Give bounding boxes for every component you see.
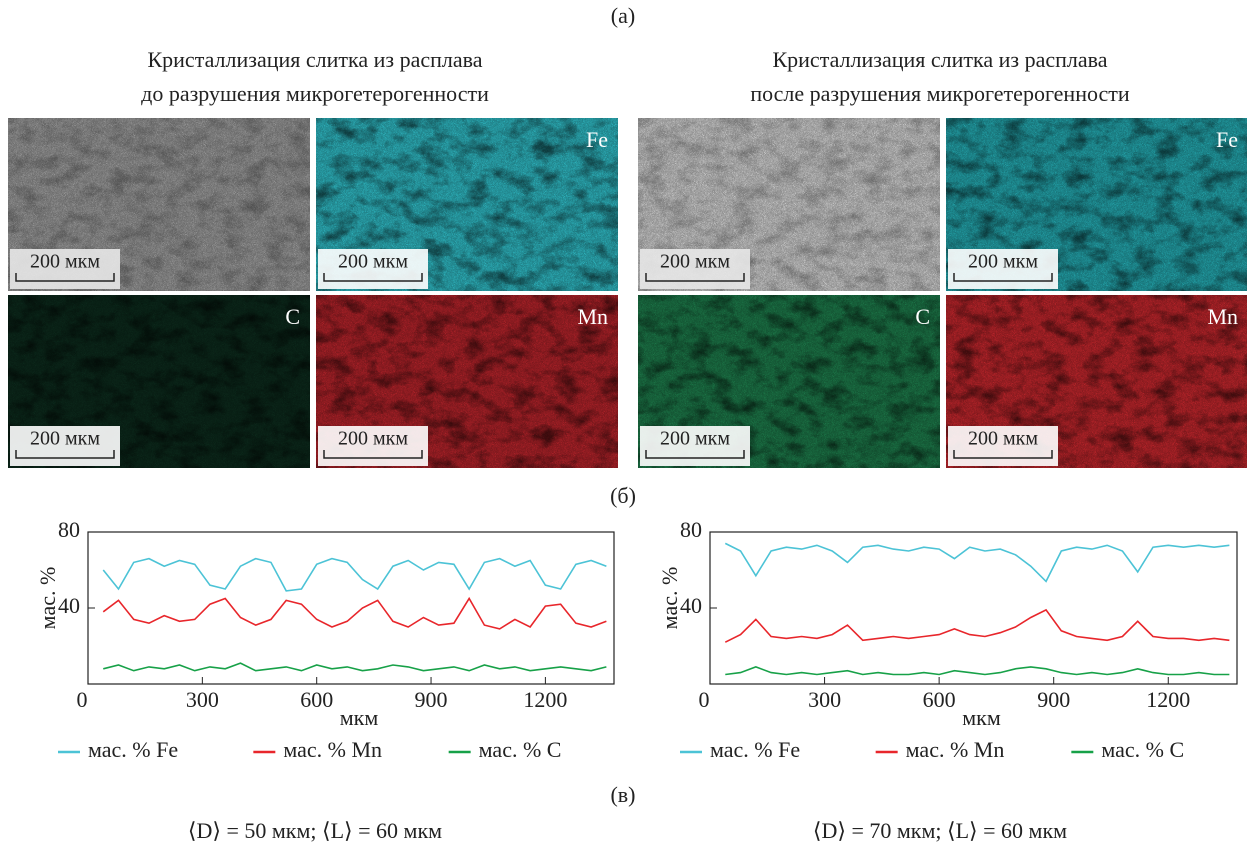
scale-label: 200 мкм	[338, 251, 408, 273]
y-axis-label: мас. %	[657, 567, 682, 630]
figure: (а) (б) (в) ⟨D⟩ = 50 мкм; ⟨L⟩ = 60 мкм ⟨…	[0, 0, 1247, 848]
element-label: Mn	[1207, 304, 1238, 329]
plot-frame	[88, 532, 614, 684]
micrograph: 200 мкм C	[8, 295, 310, 468]
figure-label: (а)	[611, 3, 635, 28]
x-tick-label: 0	[699, 687, 710, 712]
x-tick-label: 1200	[1146, 687, 1190, 712]
data-line	[103, 599, 606, 629]
micrograph: 200 мкм	[638, 118, 940, 291]
x-tick-label: 600	[923, 687, 956, 712]
scale-label: 200 мкм	[660, 428, 730, 450]
data-line	[103, 559, 606, 591]
micrograph: 200 мкм	[8, 118, 310, 291]
legend-label: мас. % C	[1101, 737, 1184, 762]
micrograph: 200 мкм C	[638, 295, 940, 468]
y-tick-label: 80	[58, 517, 80, 542]
micrograph: 200 мкм Mn	[316, 295, 618, 468]
panel-title: до разрушения микрогетерогенности	[141, 81, 489, 106]
x-tick-label: 300	[186, 687, 219, 712]
element-label: C	[915, 304, 930, 329]
data-line	[725, 610, 1229, 642]
x-tick-label: 900	[1037, 687, 1070, 712]
element-label: C	[285, 304, 300, 329]
panel-title: Кристаллизация слитка из расплава	[147, 47, 482, 72]
scale-label: 200 мкм	[660, 251, 730, 273]
data-line	[103, 663, 606, 671]
x-tick-label: 600	[300, 687, 333, 712]
legend-label: мас. % Fe	[710, 737, 800, 762]
legend-label: мас. % Mn	[283, 737, 382, 762]
summary: ⟨D⟩ = 70 мкм; ⟨L⟩ = 60 мкм	[813, 818, 1067, 843]
micrograph: 200 мкм Fe	[946, 118, 1247, 291]
scale-label: 200 мкм	[968, 428, 1038, 450]
scale-label: 200 мкм	[968, 251, 1038, 273]
element-label: Fe	[1216, 127, 1238, 152]
x-tick-label: 300	[808, 687, 841, 712]
legend-label: мас. % Mn	[906, 737, 1005, 762]
x-axis-label: мкм	[962, 705, 1001, 730]
scale-label: 200 мкм	[338, 428, 408, 450]
legend-label: мас. % Fe	[88, 737, 178, 762]
x-axis-label: мкм	[340, 705, 379, 730]
micrograph: 200 мкм Fe	[316, 118, 618, 291]
data-line	[725, 667, 1229, 675]
y-tick-label: 40	[680, 593, 702, 618]
legend-label: мас. % C	[479, 737, 562, 762]
y-tick-label: 40	[58, 593, 80, 618]
scale-label: 200 мкм	[30, 428, 100, 450]
y-tick-label: 80	[680, 517, 702, 542]
x-tick-label: 900	[415, 687, 448, 712]
y-axis-label: мас. %	[35, 567, 60, 630]
figure-label: (в)	[610, 782, 635, 807]
element-label: Fe	[586, 127, 608, 152]
panel-title: Кристаллизация слитка из расплава	[772, 47, 1107, 72]
scale-label: 200 мкм	[30, 251, 100, 273]
element-label: Mn	[577, 304, 608, 329]
summary: ⟨D⟩ = 50 мкм; ⟨L⟩ = 60 мкм	[188, 818, 442, 843]
x-tick-label: 0	[77, 687, 88, 712]
figure-label: (б)	[610, 483, 636, 508]
plot-frame	[710, 532, 1237, 684]
panel-title: после разрушения микрогетерогенности	[750, 81, 1130, 106]
micrograph: 200 мкм Mn	[946, 295, 1247, 468]
data-line	[725, 543, 1229, 581]
x-tick-label: 1200	[523, 687, 567, 712]
